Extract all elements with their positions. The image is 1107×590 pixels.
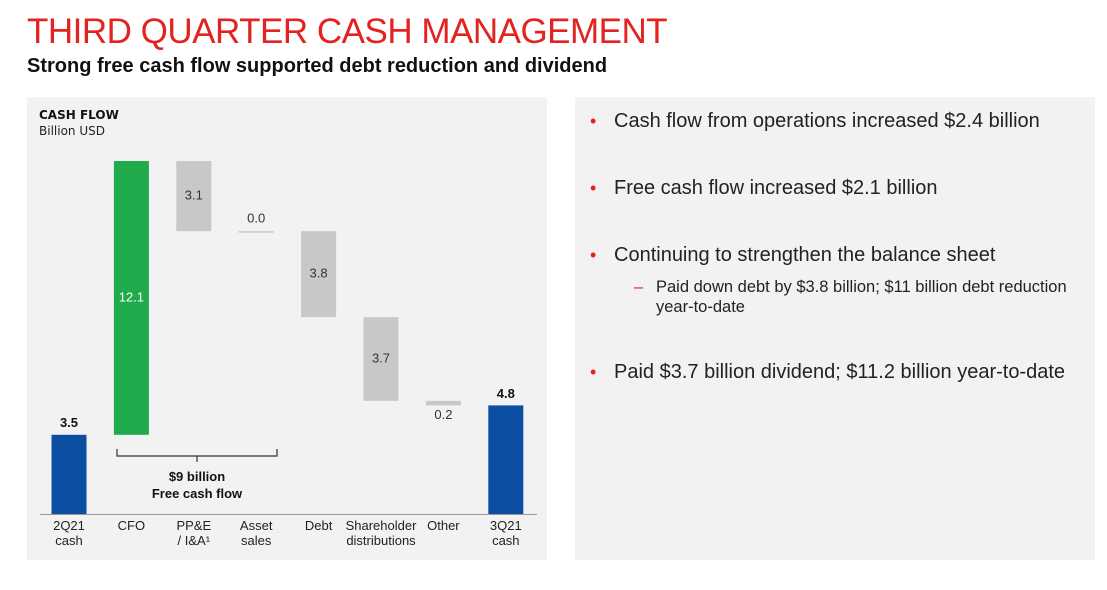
value-label: 12.1	[119, 289, 144, 304]
bar	[238, 231, 274, 233]
chart-subtitle: Billion USD	[39, 124, 105, 138]
value-label: 0.2	[434, 407, 452, 422]
x-tick-label: Asset sales	[239, 518, 273, 548]
x-tick-label: Shareholder distributions	[345, 518, 417, 548]
value-label: 3.1	[185, 188, 203, 203]
bar	[488, 405, 524, 514]
text-panel	[575, 97, 1095, 560]
value-label: 3.5	[60, 415, 78, 430]
chart-title: CASH FLOW	[39, 108, 119, 122]
bullet: Continuing to strengthen the balance she…	[590, 244, 1090, 317]
bullet-list: Cash flow from operations increased $2.4…	[590, 110, 1090, 428]
bullet: Cash flow from operations increased $2.4…	[590, 110, 1090, 133]
value-label: 4.8	[497, 386, 515, 401]
x-tick-label: PP&E / I&A¹	[176, 518, 212, 548]
bar	[363, 317, 399, 401]
annotation: $9 billion	[168, 469, 226, 484]
annotation: Free cash flow	[151, 486, 243, 501]
x-tick-label: 2Q21 cash	[53, 518, 85, 548]
bullet: Free cash flow increased $2.1 billion	[590, 177, 1090, 200]
bar	[113, 161, 149, 435]
x-tick-label: CFO	[117, 518, 146, 533]
bullet: Paid $3.7 billion dividend; $11.2 billio…	[590, 361, 1090, 384]
sub-bullet: Paid down debt by $3.8 billion; $11 bill…	[614, 277, 1076, 317]
bar	[51, 434, 87, 514]
bracket	[116, 449, 278, 462]
value-label: 0.0	[247, 211, 265, 226]
value-label: 3.7	[372, 350, 390, 365]
slide-subtitle: Strong free cash flow supported debt red…	[27, 55, 608, 77]
bar	[301, 231, 337, 318]
chart-panel	[27, 97, 547, 560]
bar	[425, 400, 461, 406]
x-tick-label: Debt	[304, 518, 333, 533]
value-label: 3.8	[310, 266, 328, 281]
x-tick-label: Other	[427, 518, 460, 533]
bar	[176, 161, 212, 232]
slide-title: THIRD QUARTER CASH MANAGEMENT	[27, 12, 668, 51]
x-tick-label: 3Q21 cash	[489, 518, 522, 548]
